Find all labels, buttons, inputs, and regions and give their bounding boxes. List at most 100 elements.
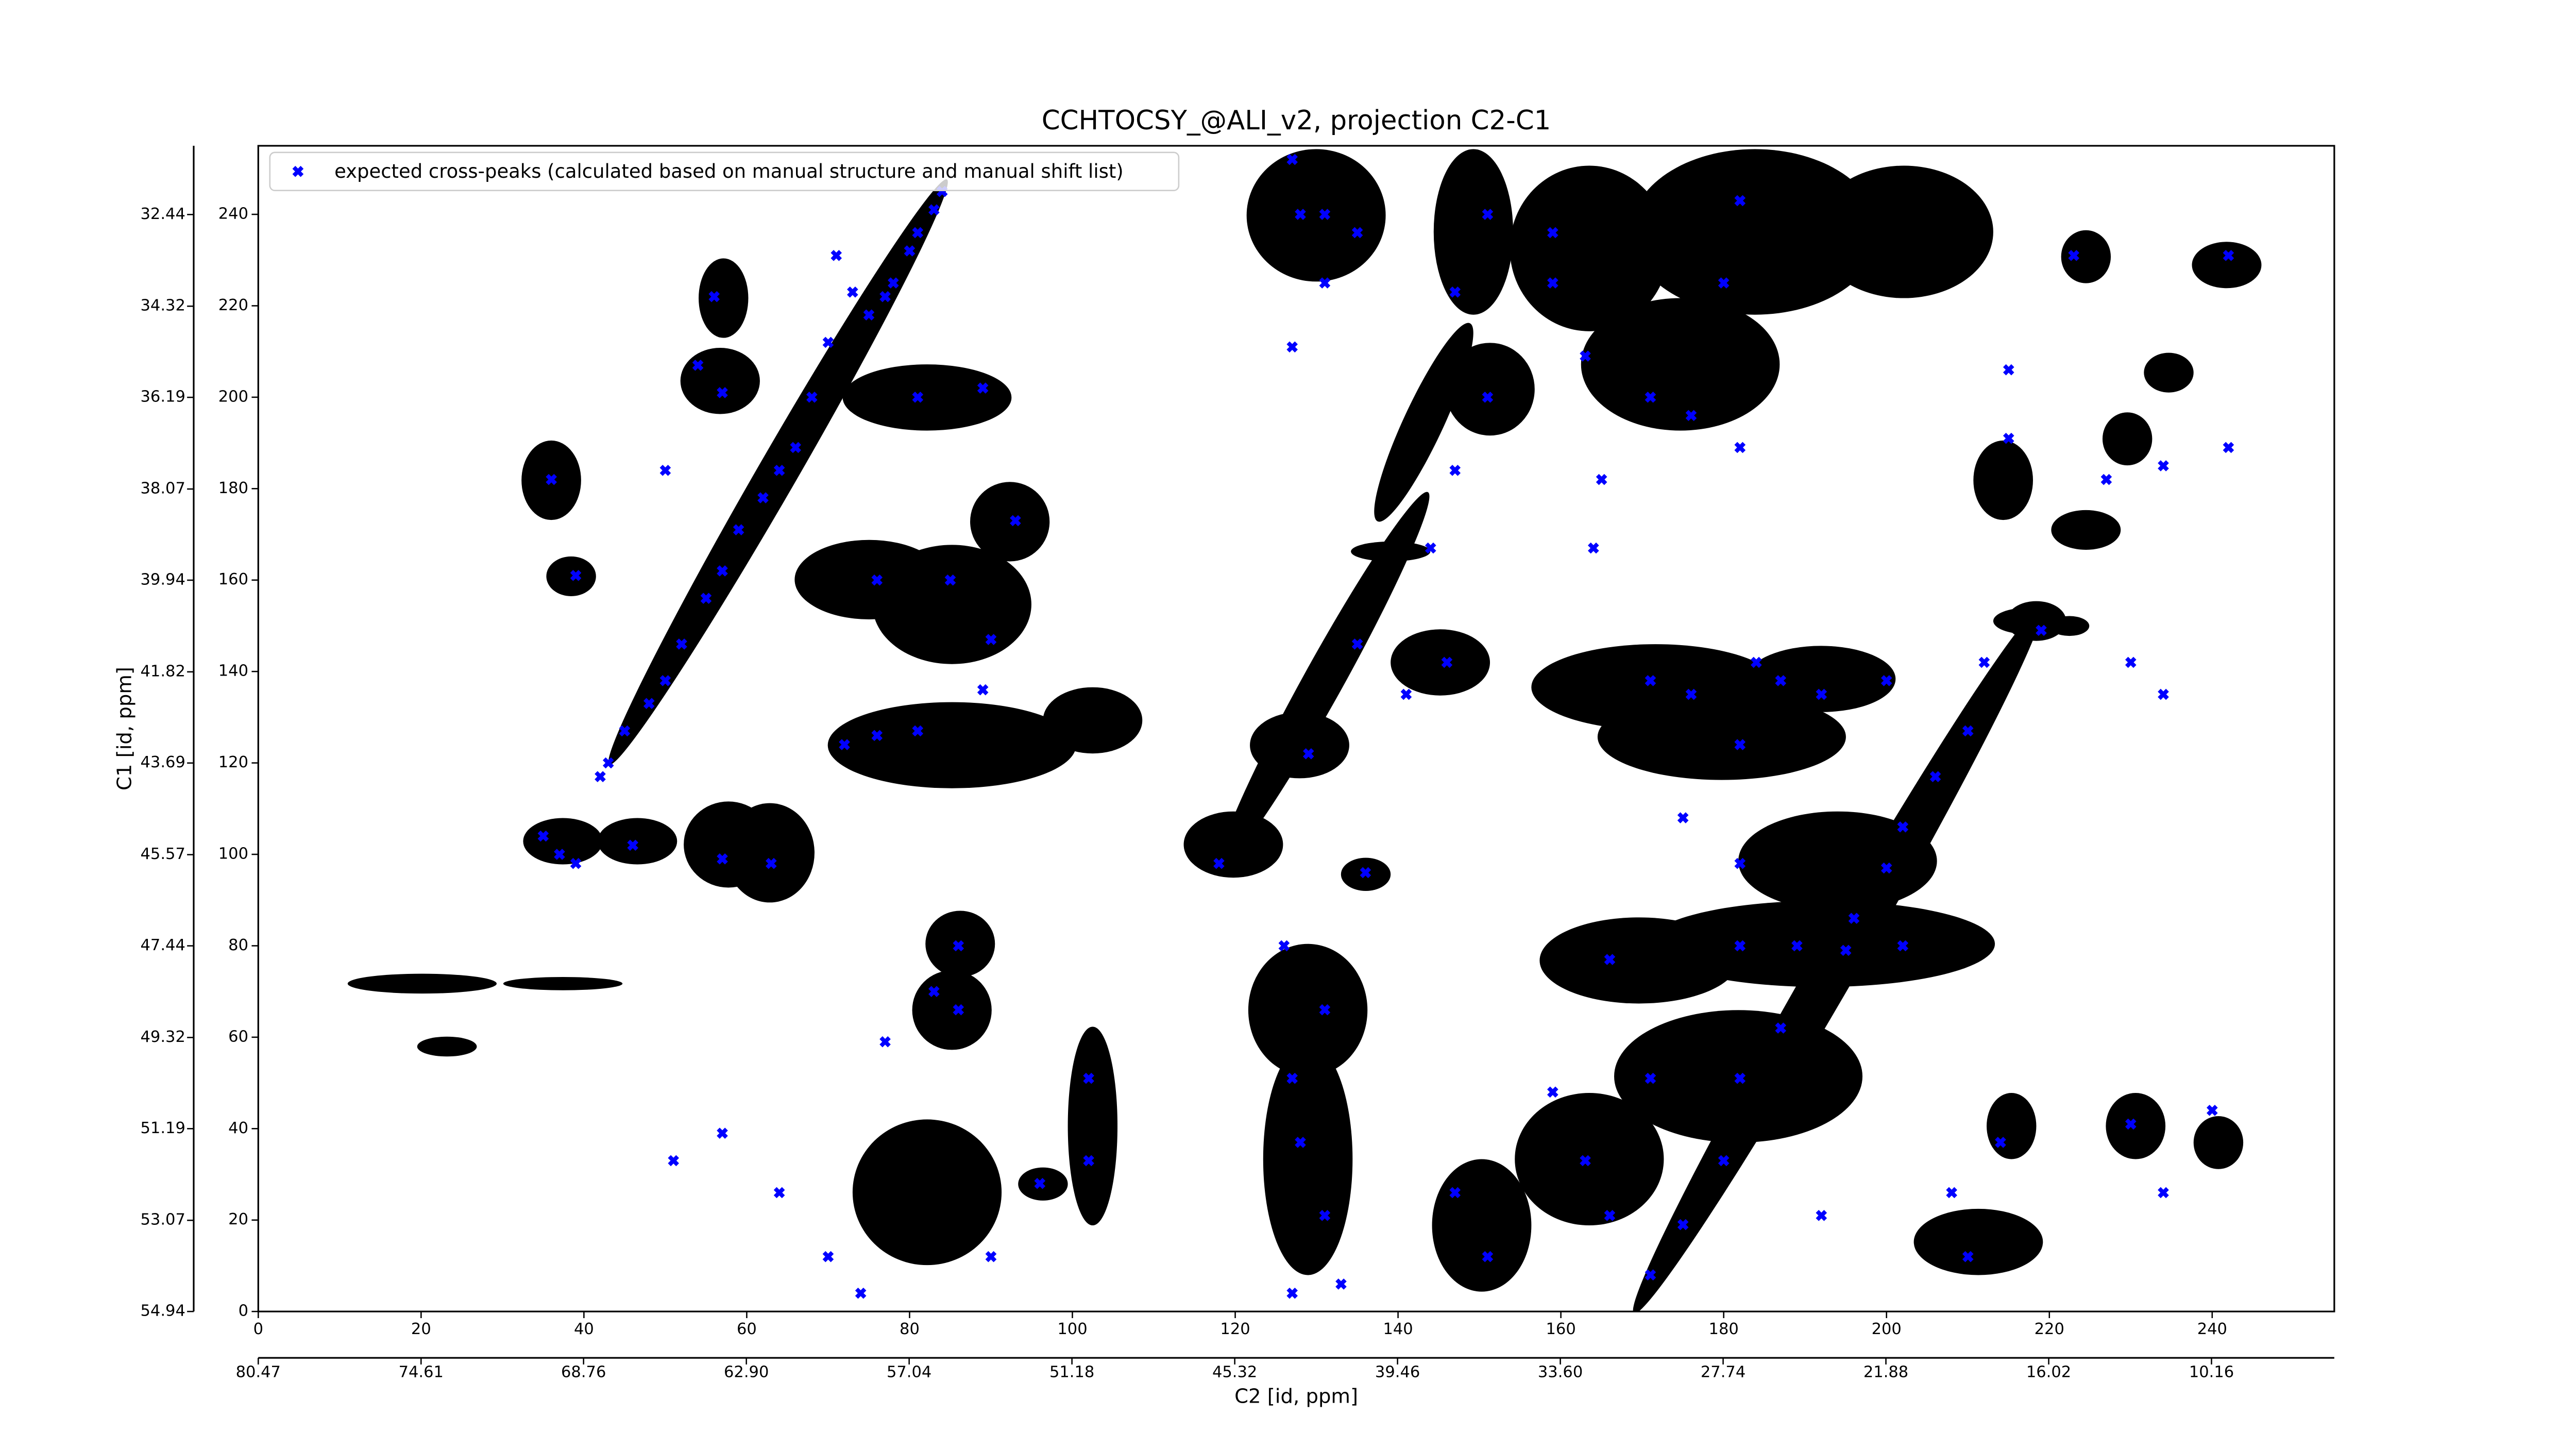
cross-peak: [1734, 739, 1746, 750]
cross-peak: [912, 392, 924, 403]
cross-peak: [546, 474, 557, 485]
cross-peak: [1360, 867, 1371, 879]
yticks-label: 240: [218, 205, 248, 223]
cross-peak: [879, 291, 891, 302]
cross-peak: [1286, 1072, 1298, 1084]
cross-peak: [2003, 364, 2014, 376]
yticks-label: 80: [228, 936, 248, 954]
x2ticks-label: 21.88: [1863, 1363, 1908, 1381]
cross-peak: [1286, 1287, 1298, 1299]
cross-peak: [912, 227, 924, 239]
yticks-label: 220: [218, 296, 248, 314]
y2ticks-label: 39.94: [141, 570, 185, 588]
y2ticks-label: 36.19: [141, 388, 185, 406]
legend-label: expected cross-peaks (calculated based o…: [334, 160, 1124, 182]
cross-peak: [855, 1287, 867, 1299]
yticks-label: 100: [218, 845, 248, 863]
x-axis-title: C2 [id, ppm]: [1234, 1385, 1358, 1408]
cross-peak: [1319, 1004, 1331, 1016]
xticks-label: 200: [1872, 1320, 1902, 1338]
cross-peak: [1848, 913, 1860, 924]
cross-peak: [1010, 515, 1021, 527]
cross-peak: [619, 725, 631, 737]
x2ticks-label: 16.02: [2026, 1363, 2071, 1381]
cross-peak: [1734, 195, 1746, 207]
y2ticks-label: 45.57: [141, 845, 185, 863]
cross-peak: [1449, 464, 1461, 476]
y2ticks-label: 34.32: [141, 297, 185, 315]
cross-peak: [708, 291, 720, 302]
cross-peak: [676, 638, 687, 650]
cross-peak: [1482, 1251, 1494, 1262]
y2ticks-label: 43.69: [141, 753, 185, 771]
y2ticks-label: 41.82: [141, 662, 185, 680]
yticks-label: 0: [239, 1302, 248, 1320]
cross-peak: [953, 1004, 964, 1016]
yticks-label: 200: [218, 387, 248, 406]
cross-peak: [1946, 1187, 1957, 1199]
cross-peak: [1685, 410, 1697, 422]
cross-peak: [668, 1155, 680, 1167]
cross-peak: [1645, 1269, 1656, 1280]
xticks-label: 240: [2197, 1320, 2227, 1338]
yticks-label: 180: [218, 479, 248, 497]
y2ticks-label: 47.44: [141, 936, 185, 954]
cross-peak: [1718, 277, 1730, 289]
cross-peak: [659, 464, 671, 476]
cross-peak: [1351, 227, 1363, 239]
cross-peak: [1335, 1278, 1347, 1290]
cross-peak: [1449, 286, 1461, 298]
xticks-label: 60: [737, 1320, 757, 1338]
cross-peak: [733, 524, 744, 535]
x2ticks-label: 68.76: [561, 1363, 606, 1381]
cross-peak: [1604, 1210, 1616, 1221]
cross-peak: [1734, 1072, 1746, 1084]
cross-peak: [2003, 432, 2014, 444]
x2ticks-label: 33.60: [1538, 1363, 1583, 1381]
cross-peak: [1596, 474, 1607, 485]
cross-peak: [659, 675, 671, 686]
cross-peak: [977, 684, 989, 696]
cross-peak: [1441, 656, 1453, 668]
cross-peak: [831, 250, 842, 261]
xticks-label: 100: [1057, 1320, 1087, 1338]
x2ticks-label: 74.61: [399, 1363, 444, 1381]
cross-peak: [1897, 940, 1909, 952]
cross-peak: [822, 1251, 834, 1262]
cross-peak: [1400, 688, 1412, 700]
cross-peak: [1547, 277, 1558, 289]
cross-peak: [1880, 675, 1892, 686]
xticks-label: 160: [1546, 1320, 1576, 1338]
cross-peak: [1286, 341, 1298, 353]
cross-peak: [985, 1251, 997, 1262]
cross-peak: [1319, 1210, 1331, 1221]
cross-peak: [1645, 675, 1656, 686]
xticks-label: 80: [900, 1320, 920, 1338]
xticks-label: 0: [253, 1320, 263, 1338]
cross-peak: [2125, 656, 2137, 668]
legend-marker: [292, 165, 304, 177]
yticks-label: 20: [228, 1210, 248, 1228]
cross-peak: [1351, 638, 1363, 650]
cross-peak: [1580, 1155, 1591, 1167]
cross-peak: [1995, 1137, 2006, 1148]
cross-peak: [888, 277, 899, 289]
cross-peak: [717, 387, 728, 398]
cross-peak: [985, 634, 997, 645]
cross-peak: [2036, 625, 2047, 636]
cross-peak: [717, 1127, 728, 1139]
cross-peak: [1962, 1251, 1974, 1262]
cross-peak: [806, 392, 818, 403]
y2ticks-label: 32.44: [141, 205, 185, 223]
cross-peak: [757, 492, 769, 503]
cross-peak: [871, 730, 883, 742]
yticks-label: 140: [218, 662, 248, 680]
xticks-label: 120: [1220, 1320, 1250, 1338]
cross-peak: [1083, 1155, 1094, 1167]
legend: expected cross-peaks (calculated based o…: [269, 151, 1180, 191]
y2ticks-label: 49.32: [141, 1028, 185, 1046]
cross-peak: [1302, 748, 1314, 760]
cross-peak: [1816, 688, 1827, 700]
cross-peak: [1295, 1137, 1306, 1148]
